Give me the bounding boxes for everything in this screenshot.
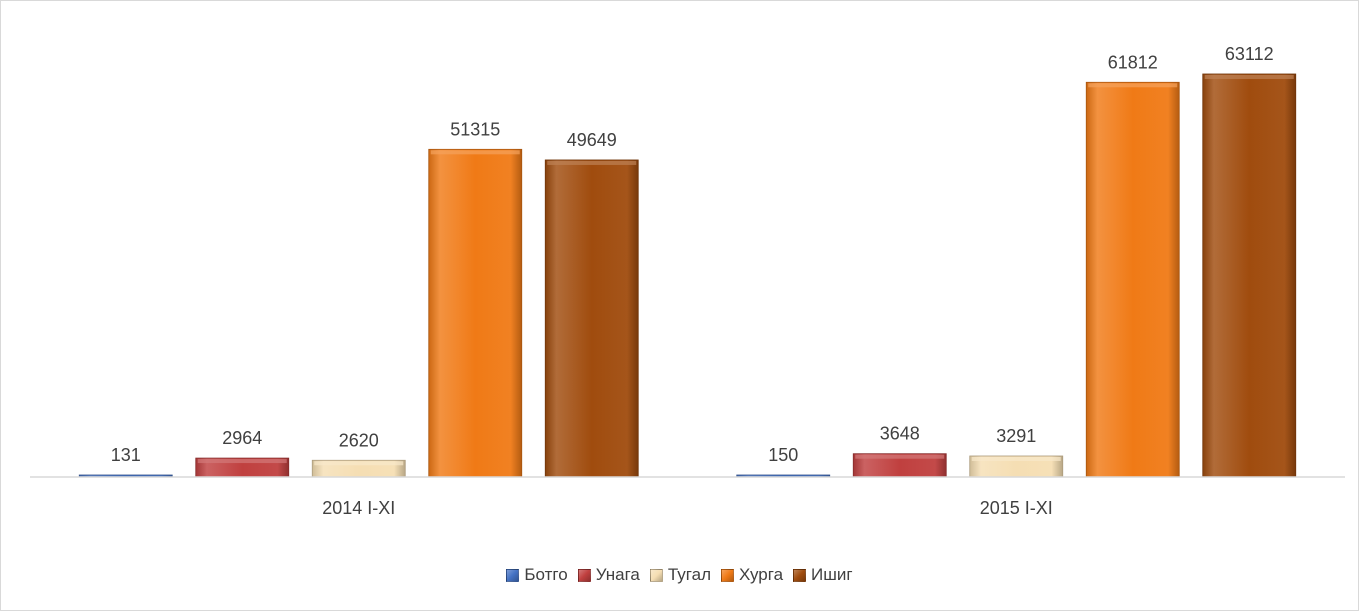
data-label: 150 (768, 445, 798, 465)
bar-bevel (1088, 83, 1178, 88)
data-label: 61812 (1108, 52, 1158, 72)
bar-Хурга-2015 I-XI (1085, 81, 1180, 478)
legend-label: Хурга (739, 565, 784, 584)
labels-layer: 131 2964 2620 51315 49649 2014 I-XI 150 3648 329… (111, 44, 1274, 518)
data-label: 2964 (222, 428, 262, 448)
data-label: 2620 (339, 430, 379, 450)
bar-bevel (314, 461, 404, 466)
legend-swatch (649, 568, 663, 582)
bar-Ишиг-2015 I-XI (1202, 73, 1297, 478)
legend-item: Ишиг (793, 565, 853, 585)
bar-bevel (430, 150, 520, 155)
category-label: 2015 I-XI (980, 498, 1053, 518)
legend-label: Ишиг (811, 565, 853, 584)
legend-swatch (793, 568, 807, 582)
category-label: 2014 I-XI (322, 498, 395, 518)
bar-bevel (197, 459, 287, 464)
bars-layer (78, 73, 1297, 478)
bar-bevel (855, 454, 945, 459)
data-label: 51315 (450, 119, 500, 139)
data-label: 3648 (880, 424, 920, 444)
legend-item: Хурга (721, 565, 783, 585)
bar-Ишиг-2014 I-XI (544, 159, 639, 478)
legend: Ботго Унага Тугал Хурга Ишиг (0, 565, 1359, 585)
legend-swatch (721, 568, 735, 582)
bar-bevel (971, 456, 1061, 461)
bar-Хурга-2014 I-XI (428, 148, 523, 478)
legend-label: Унага (595, 565, 640, 584)
bar-bevel (1204, 74, 1294, 79)
data-label: 49649 (567, 130, 617, 150)
data-label: 3291 (996, 426, 1036, 446)
legend-swatch (577, 568, 591, 582)
legend-label: Ботго (524, 565, 568, 584)
data-label: 63112 (1225, 44, 1274, 64)
legend-item: Ботго (506, 565, 568, 585)
legend-swatch (506, 568, 520, 582)
legend-item: Унага (577, 565, 640, 585)
data-label: 131 (111, 445, 141, 465)
bar-bevel (547, 160, 637, 165)
legend-item: Тугал (649, 565, 712, 585)
legend-label: Тугал (667, 565, 712, 584)
